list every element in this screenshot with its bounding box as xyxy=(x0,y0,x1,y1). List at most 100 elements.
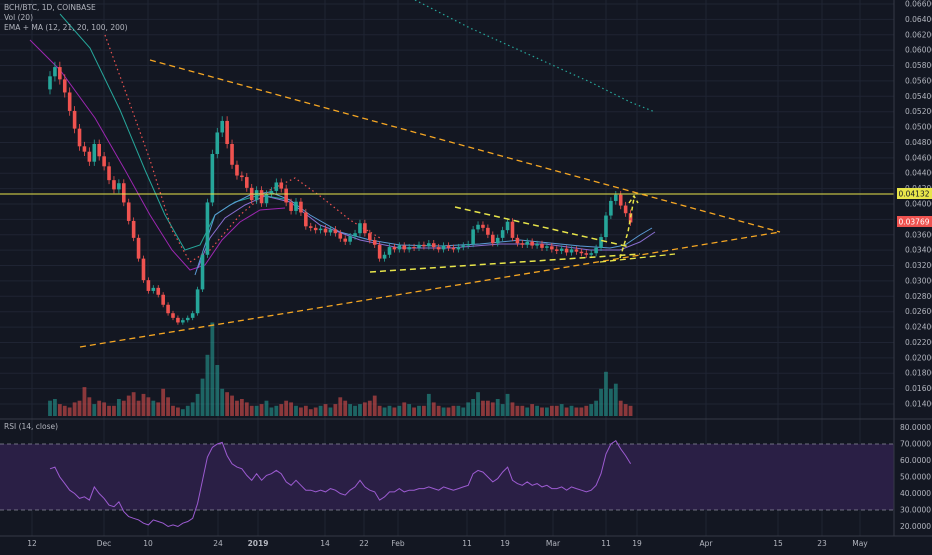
volume-bar xyxy=(279,404,284,416)
volume-bar xyxy=(333,404,338,416)
volume-bar xyxy=(294,405,298,416)
level-price-tag xyxy=(897,188,932,199)
time-tick: 15 xyxy=(773,539,783,548)
volume-bar xyxy=(156,402,161,416)
candle-body xyxy=(495,237,500,244)
volume-bar xyxy=(323,404,328,416)
time-axis[interactable]: 12 Dec 10 24 2019 14 22 Feb 11 19 Mar 11 19 Apr 15 23 Ma… xyxy=(27,539,868,548)
candle-body xyxy=(328,229,333,233)
time-tick: 19 xyxy=(500,539,510,548)
time-tick: 24 xyxy=(213,539,223,548)
candle-body xyxy=(441,245,446,250)
candle-body xyxy=(122,183,126,203)
candle-body xyxy=(274,182,279,191)
candle-body xyxy=(353,233,357,237)
candle-body xyxy=(77,128,82,147)
volume-bar xyxy=(377,405,382,416)
volume-bar xyxy=(392,407,397,416)
volume-bar xyxy=(151,400,156,416)
candle-body xyxy=(269,190,274,194)
volume-bar xyxy=(57,404,62,416)
candle-body xyxy=(259,190,264,204)
candle-body xyxy=(372,240,377,245)
ma-red-dotted xyxy=(104,34,381,263)
candle-body xyxy=(392,247,397,250)
volume-bar xyxy=(141,393,146,416)
volume-bar xyxy=(382,407,387,416)
volume-bar xyxy=(559,404,564,416)
volume-bar xyxy=(97,400,102,416)
candle-body xyxy=(540,244,544,248)
volume-bar xyxy=(215,365,220,416)
volume-bar xyxy=(210,322,215,416)
candle-body xyxy=(382,254,387,259)
last-price-tag xyxy=(897,216,932,227)
volume-bar xyxy=(417,405,421,416)
ma-legend[interactable]: EMA + MA (12, 21, 20, 100, 200) xyxy=(4,23,128,32)
candle-body xyxy=(618,194,623,206)
time-tick: May xyxy=(852,539,868,548)
volume-bar xyxy=(146,397,151,416)
volume-bar xyxy=(244,402,249,416)
volume-bar xyxy=(313,407,318,416)
candle-body xyxy=(156,287,161,295)
volume-bar xyxy=(594,400,599,416)
candle-body xyxy=(107,166,111,181)
volume-bar xyxy=(308,409,313,416)
candle-body xyxy=(181,320,185,323)
volume-bar xyxy=(623,404,628,416)
volume-bar xyxy=(200,378,205,416)
candle-body xyxy=(535,244,539,246)
candle-body xyxy=(402,245,407,250)
volume-bar xyxy=(48,400,52,416)
time-tick: Dec xyxy=(97,539,112,548)
volume-bar xyxy=(569,405,574,416)
candle-body xyxy=(446,245,451,248)
volume-bar xyxy=(554,405,559,416)
volume-bar xyxy=(166,397,170,416)
volume-bar xyxy=(82,387,87,416)
volume-bar xyxy=(131,392,136,416)
rsi-legend[interactable]: RSI (14, close) xyxy=(4,422,59,431)
volume-legend[interactable]: Vol (20) xyxy=(4,13,34,22)
volume-bar xyxy=(161,388,166,416)
candle-body xyxy=(313,227,318,231)
candle-body xyxy=(333,229,338,234)
symbol-legend[interactable]: BCH/BTC, 1D, COINBASE xyxy=(4,3,96,12)
volume-bar xyxy=(338,397,343,416)
time-tick: 19 xyxy=(632,539,642,548)
candle-body xyxy=(363,223,367,234)
candle-body xyxy=(102,156,106,167)
time-tick: Feb xyxy=(391,539,405,548)
volume-bar xyxy=(608,388,613,416)
volume-bar xyxy=(205,354,210,416)
breakout-arrow xyxy=(619,194,639,259)
candle-body xyxy=(604,215,608,238)
volume-bar xyxy=(67,407,72,416)
volume-bar xyxy=(289,402,293,416)
candle-body xyxy=(308,226,313,228)
volume-bar xyxy=(397,405,402,416)
pennant-bottom xyxy=(369,253,641,273)
candle-body xyxy=(171,313,175,318)
candle-body xyxy=(318,228,323,231)
rsi-axis[interactable]: 80.0000 70.0000 60.0000 50.0000 40.0000 30.00… xyxy=(900,423,931,531)
volume-bar xyxy=(412,407,416,416)
candle-body xyxy=(299,201,303,213)
candle-body xyxy=(176,317,180,323)
rsi-tick: 40.0000 xyxy=(900,489,931,498)
volume-bar xyxy=(235,400,239,416)
candle-body xyxy=(264,194,269,204)
candle-body xyxy=(589,253,593,255)
rsi-tick: 30.0000 xyxy=(900,506,931,515)
candle-body xyxy=(141,258,146,281)
candle-body xyxy=(505,221,510,231)
